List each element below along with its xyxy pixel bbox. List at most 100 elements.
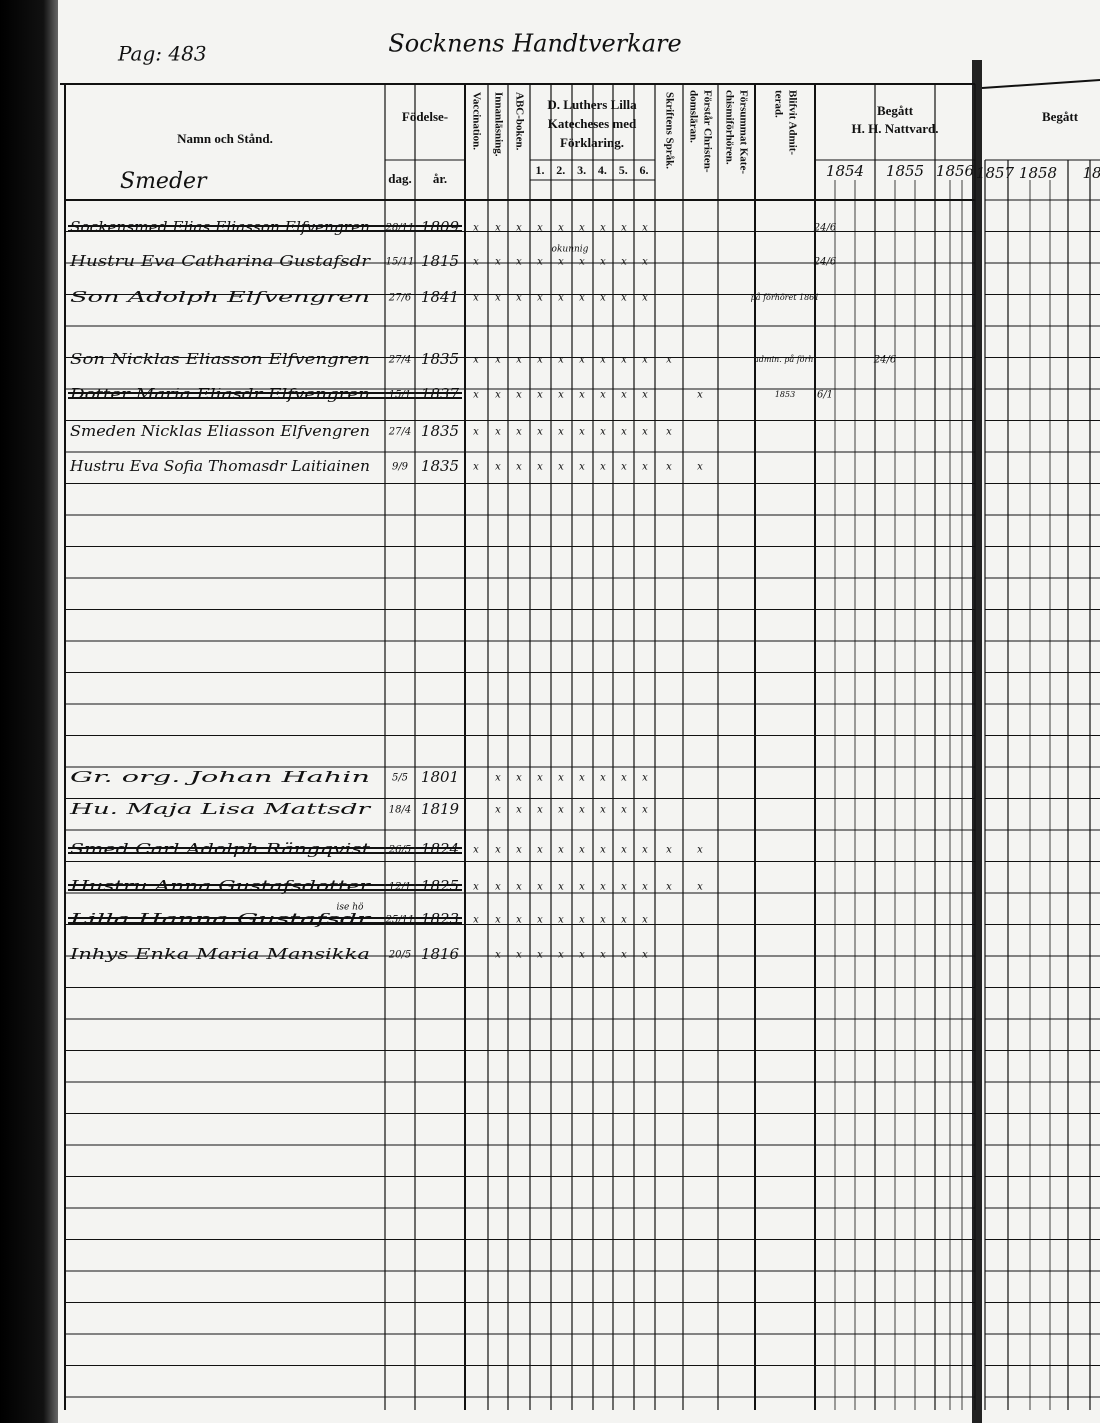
mark: x — [473, 462, 479, 473]
admitted-note: på förhöret 1861 — [751, 293, 820, 302]
mark: x — [621, 915, 627, 926]
mark: x — [537, 355, 543, 366]
mark: x — [666, 355, 672, 366]
mark: x — [642, 293, 648, 304]
mark: x — [697, 882, 703, 893]
mark: x — [558, 223, 564, 234]
mark: x — [558, 462, 564, 473]
mark: x — [537, 223, 543, 234]
mark: x — [558, 805, 564, 816]
mark: x — [666, 462, 672, 473]
top-rule-right — [981, 79, 1100, 89]
mark: x — [473, 390, 479, 401]
mark: x — [537, 257, 543, 268]
communion-date: 24/6 — [813, 223, 837, 234]
mark: x — [516, 462, 522, 473]
mark: x — [600, 950, 606, 961]
mark: x — [600, 845, 606, 856]
birth-year: 1819 — [421, 800, 460, 818]
column-header: Katecheses med — [548, 116, 637, 131]
admitted-note: 1853 — [775, 390, 795, 399]
mark: x — [558, 390, 564, 401]
communion-date: 24/6 — [813, 257, 837, 268]
birth-day: 9/9 — [392, 462, 409, 473]
birth-day: 27/4 — [388, 427, 411, 438]
person-name: Inhys Enka Maria Mansikka — [69, 945, 370, 963]
mark: x — [642, 915, 648, 926]
mark: x — [579, 390, 585, 401]
admitted-note: admin. på förh. — [754, 355, 816, 364]
mark: x — [537, 293, 543, 304]
mark: x — [600, 805, 606, 816]
mark: x — [495, 845, 501, 856]
person-name: Hu. Maja Lisa Mattsdr — [68, 800, 371, 818]
communion-date: 6/1 — [817, 390, 833, 401]
birth-day: 12/1 — [389, 882, 411, 893]
mark: x — [473, 427, 479, 438]
column-header: Försummat Kate- — [737, 90, 749, 174]
mark: x — [558, 773, 564, 784]
year-header: 1855 — [886, 162, 924, 180]
mark: x — [537, 845, 543, 856]
mark: x — [537, 462, 543, 473]
mark: x — [516, 257, 522, 268]
birth-day: 15/1 — [389, 390, 411, 401]
column-header: Begått — [1042, 109, 1079, 124]
mark: x — [666, 882, 672, 893]
mark: x — [495, 427, 501, 438]
mark: x — [642, 950, 648, 961]
person-name: Gr. org. Johan Hahin — [70, 768, 370, 786]
year-header: 1854 — [826, 162, 864, 180]
mark: x — [537, 882, 543, 893]
column-header: 3. — [577, 163, 586, 177]
birth-year: 1841 — [421, 288, 459, 306]
mark: x — [473, 915, 479, 926]
mark: x — [579, 355, 585, 366]
mark: x — [516, 390, 522, 401]
mark: x — [516, 882, 522, 893]
mark: x — [516, 805, 522, 816]
mark: x — [621, 462, 627, 473]
section-heading: Smeder — [120, 169, 208, 194]
page-fold — [972, 60, 982, 1423]
mark: x — [473, 355, 479, 366]
mark: x — [579, 845, 585, 856]
mark: x — [473, 293, 479, 304]
mark: x — [621, 390, 627, 401]
table-grid — [64, 84, 1100, 1410]
mark: x — [642, 462, 648, 473]
column-header: Begått — [877, 103, 914, 118]
mark: x — [579, 257, 585, 268]
birth-day: 26/5 — [388, 845, 411, 856]
birth-year: 1816 — [421, 945, 460, 963]
column-header: Födelse- — [402, 109, 448, 124]
birth-day: 15/11 — [386, 257, 415, 268]
mark: x — [642, 882, 648, 893]
birth-day: 27/6 — [388, 293, 412, 304]
note: ise hö — [337, 903, 364, 913]
column-header: 1. — [536, 163, 545, 177]
birth-year: 1835 — [421, 422, 459, 440]
column-header: domsläran. — [687, 90, 699, 143]
mark: x — [579, 950, 585, 961]
mark: x — [621, 427, 627, 438]
mark: x — [537, 390, 543, 401]
note: okunnig — [552, 245, 589, 255]
birth-year: 1835 — [421, 457, 459, 475]
mark: x — [579, 882, 585, 893]
mark: x — [495, 223, 501, 234]
mark: x — [495, 773, 501, 784]
mark: x — [600, 293, 606, 304]
birth-day: 5/5 — [392, 773, 408, 784]
mark: x — [558, 882, 564, 893]
column-header: dag. — [388, 171, 411, 186]
mark: x — [697, 390, 703, 401]
mark: x — [621, 950, 627, 961]
column-header: år. — [433, 171, 447, 186]
year-header: 1858 — [1019, 164, 1057, 182]
mark: x — [516, 950, 522, 961]
mark: x — [697, 462, 703, 473]
mark: x — [473, 223, 479, 234]
communion-date: 24/6 — [873, 355, 897, 366]
